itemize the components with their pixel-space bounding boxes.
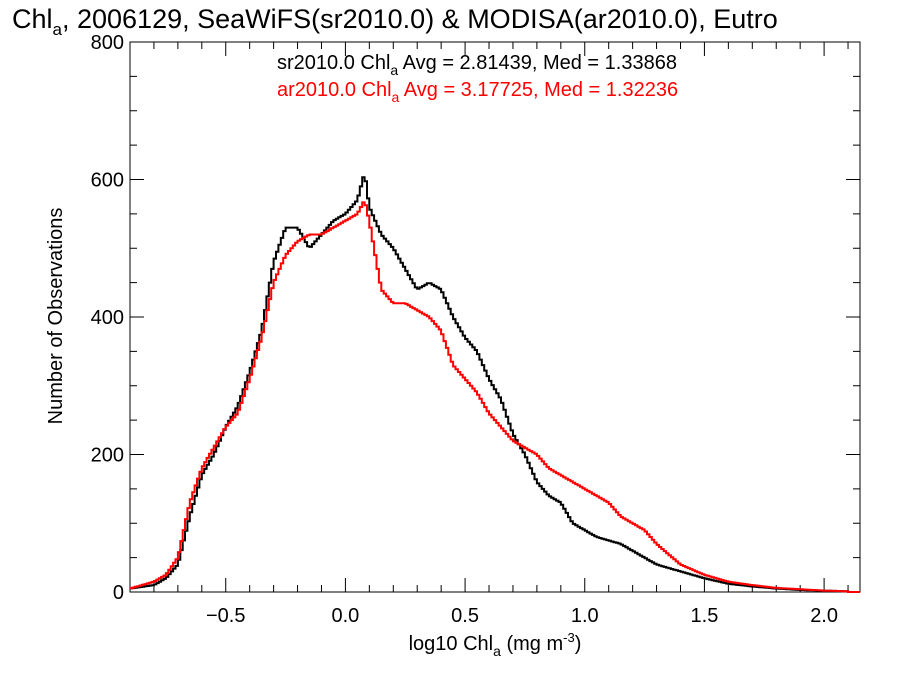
x-tick-label: 1.0 [571, 605, 599, 627]
xlabel-superscript: -3 [563, 630, 575, 645]
xlabel-lead: log10 Chl [409, 633, 494, 655]
stats-annotation-sr2010: sr2010.0 Chla Avg = 2.81439, Med = 1.338… [277, 52, 677, 78]
x-tick-label: 1.5 [691, 605, 719, 627]
chart-title: Chla, 2006129, SeaWiFS(sr2010.0) & MODIS… [12, 4, 778, 39]
ann2-lead: ar2010.0 Chl [277, 79, 392, 101]
x-axis-label: log10 Chla (mg m-3) [409, 630, 582, 659]
y-tick-label: 400 [91, 307, 124, 329]
series-line-ar2010 [130, 201, 860, 593]
y-axis-label: Number of Observations [45, 208, 67, 425]
ann1-subscript: a [390, 62, 398, 78]
series-layer [130, 176, 860, 593]
x-tick-label: −0.5 [206, 605, 245, 627]
xlabel-subscript: a [493, 643, 501, 659]
plot-frame [129, 41, 861, 593]
x-tick-label: 0.0 [332, 605, 360, 627]
series-line-sr2010 [130, 176, 860, 593]
ann2-rest: Avg = 3.17725, Med = 1.32236 [399, 79, 678, 101]
y-tick-label: 600 [91, 170, 124, 192]
xlabel-mid: (mg m [501, 633, 563, 655]
title-lead: Chl [12, 4, 53, 34]
ann2-subscript: a [392, 89, 400, 105]
y-tick-label: 800 [91, 32, 124, 54]
x-tick-label: 2.0 [810, 605, 838, 627]
y-tick-label: 0 [113, 582, 124, 604]
xlabel-tail: ) [575, 633, 582, 655]
stats-annotation-ar2010: ar2010.0 Chla Avg = 3.17725, Med = 1.322… [277, 79, 678, 105]
title-rest: , 2006129, SeaWiFS(sr2010.0) & MODISA(ar… [62, 4, 778, 34]
x-tick-label: 0.5 [451, 605, 479, 627]
ann1-rest: Avg = 2.81439, Med = 1.33868 [398, 52, 677, 74]
title-subscript: a [53, 20, 63, 39]
y-tick-label: 200 [91, 445, 124, 467]
ann1-lead: sr2010.0 Chl [277, 52, 390, 74]
axis-ticks: −0.5 0.0 0.5 1.0 1.5 2.0 0 200 400 600 800 [91, 32, 860, 627]
